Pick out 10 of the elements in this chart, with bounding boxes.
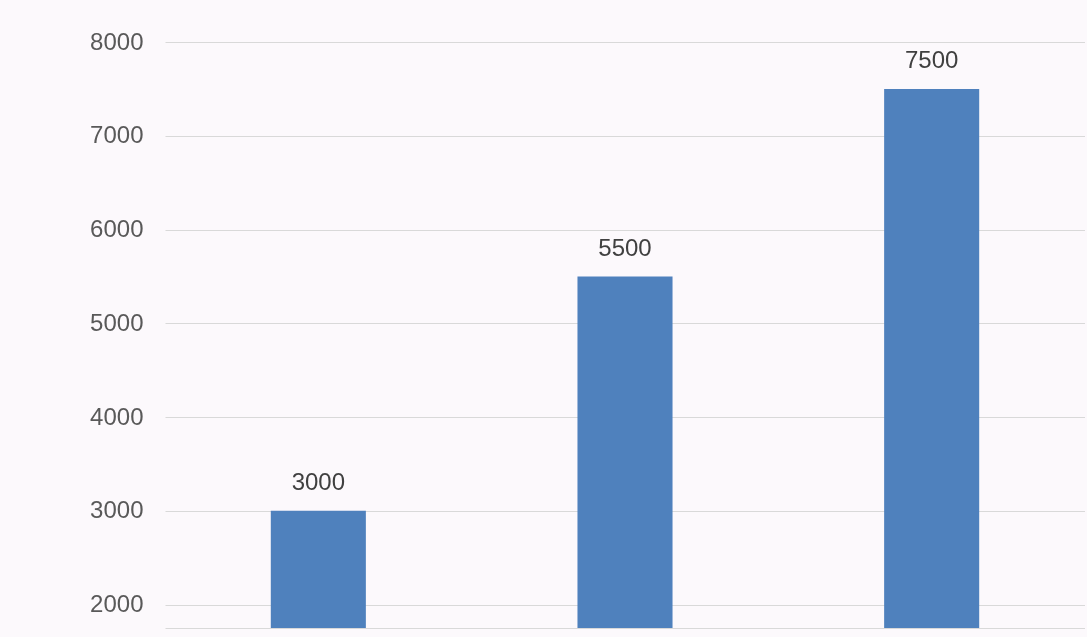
y-tick-label: 2000 xyxy=(90,590,144,618)
y-tick-label: 8000 xyxy=(90,27,144,55)
data-label: 3000 xyxy=(291,467,346,495)
y-tick-label: 7000 xyxy=(90,121,144,149)
y-tick-label: 5000 xyxy=(90,308,144,336)
y-tick-label: 3000 xyxy=(90,496,144,524)
data-label: 7500 xyxy=(904,46,959,74)
data-label: 5500 xyxy=(598,233,652,261)
y-tick-label: 6000 xyxy=(90,215,144,243)
y-tick-label: 4000 xyxy=(90,402,144,430)
